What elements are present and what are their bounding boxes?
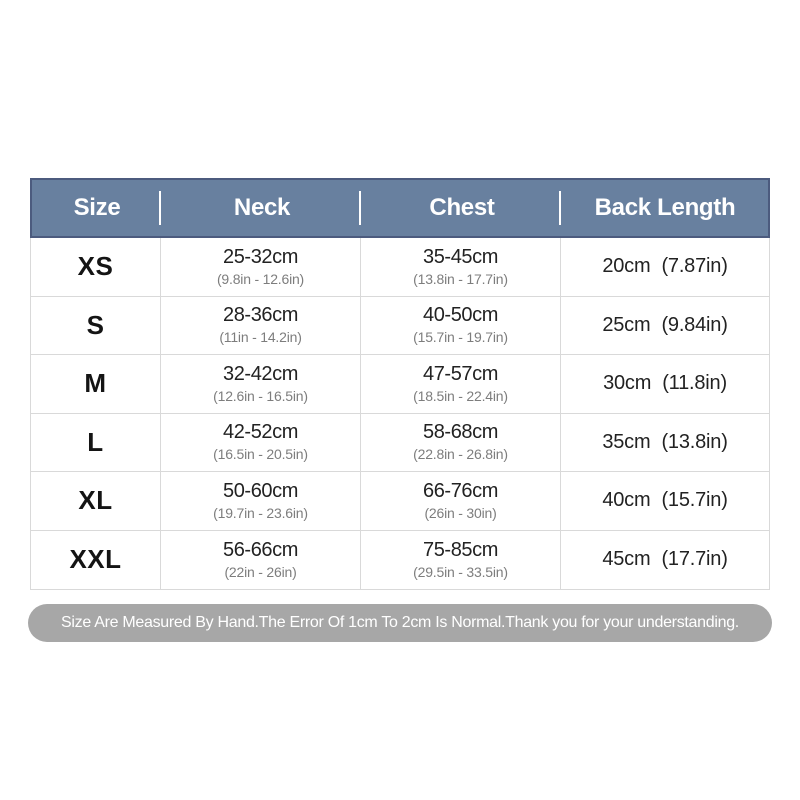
chest-cell: 75-85cm (29.5in - 33.5in) (361, 530, 561, 589)
neck-in-value: (12.6in - 16.5in) (213, 387, 308, 404)
size-cell: XL (31, 472, 161, 530)
chest-cm-value: 47-57cm (422, 362, 498, 385)
back-cm-value: 35cm (602, 430, 651, 453)
back-in-value: (15.7in) (661, 489, 728, 512)
back-length-cell: 45cm (17.7in) (561, 531, 769, 590)
table-body: XS 25-32cm (9.8in - 12.6in) 35-45cm (13.8in … (30, 238, 770, 590)
header-chest: Chest (429, 194, 495, 221)
chest-in-value: (26in - 30in) (424, 504, 497, 521)
table-row: L 42-52cm (16.5in - 20.5in) 58-68cm (22.8in … (31, 413, 769, 472)
size-value: XS (77, 251, 114, 282)
size-cell: XXL (31, 530, 161, 589)
size-value: M (84, 368, 107, 399)
neck-cm-value: 25-32cm (222, 245, 298, 268)
chest-cell: 47-57cm (18.5in - 22.4in) (361, 355, 561, 413)
table-row: S 28-36cm (11in - 14.2in) 40-50cm (15.7in - … (31, 296, 769, 355)
size-chart-table: Size Neck Chest Back Length XS 25-32cm (9.… (30, 178, 770, 590)
chest-cm-value: 35-45cm (422, 245, 498, 268)
size-cell: XS (31, 238, 161, 296)
neck-cm-value: 42-52cm (222, 421, 298, 444)
neck-cell: 56-66cm (22in - 26in) (161, 530, 361, 589)
chest-in-value: (15.7in - 19.7in) (413, 329, 508, 346)
chest-cell: 35-45cm (13.8in - 17.7in) (361, 238, 561, 296)
size-cell: L (31, 413, 161, 471)
neck-in-value: (16.5in - 20.5in) (213, 446, 308, 463)
back-cm-value: 30cm (603, 372, 652, 395)
back-in-value: (7.87in) (661, 255, 728, 278)
back-length-cell: 20cm (7.87in) (561, 238, 769, 296)
back-length-cell: 40cm (15.7in) (561, 472, 769, 530)
neck-cell: 42-52cm (16.5in - 20.5in) (161, 413, 361, 471)
neck-in-value: (22in - 26in) (224, 563, 297, 580)
size-value: XXL (69, 544, 122, 575)
chest-cell: 40-50cm (15.7in - 19.7in) (361, 296, 561, 354)
size-value: L (87, 426, 104, 457)
neck-cm-value: 50-60cm (222, 479, 298, 502)
neck-in-value: (11in - 14.2in) (219, 329, 302, 346)
back-cm-value: 40cm (602, 489, 651, 512)
size-value: XL (78, 485, 113, 516)
neck-cm-value: 28-36cm (222, 304, 298, 327)
back-length-cell: 30cm (11.8in) (561, 355, 769, 413)
chest-in-value: (29.5in - 33.5in) (413, 563, 508, 580)
chest-in-value: (22.8in - 26.8in) (413, 446, 508, 463)
size-cell: S (31, 296, 161, 354)
back-in-value: (13.8in) (661, 430, 728, 453)
chest-cm-value: 75-85cm (422, 538, 498, 561)
back-length-cell: 35cm (13.8in) (561, 414, 769, 472)
chest-in-value: (18.5in - 22.4in) (413, 387, 508, 404)
chest-cm-value: 58-68cm (422, 421, 498, 444)
back-in-value: (17.7in) (661, 548, 728, 571)
back-cm-value: 45cm (602, 548, 651, 571)
chest-in-value: (13.8in - 17.7in) (413, 270, 508, 287)
neck-cm-value: 56-66cm (222, 538, 298, 561)
back-cm-value: 25cm (602, 313, 651, 336)
size-cell: M (31, 355, 161, 413)
neck-in-value: (9.8in - 12.6in) (216, 270, 305, 287)
table-row: XL 50-60cm (19.7in - 23.6in) 66-76cm (26in -… (31, 472, 769, 531)
table-row: XXL 56-66cm (22in - 26in) 75-85cm (29.5in - … (31, 530, 769, 590)
back-length-cell: 25cm (9.84in) (561, 297, 769, 355)
header-back-length: Back Length (594, 194, 736, 221)
header-neck: Neck (233, 194, 291, 221)
neck-cell: 50-60cm (19.7in - 23.6in) (161, 472, 361, 530)
table-row: XS 25-32cm (9.8in - 12.6in) 35-45cm (13.8in … (31, 238, 769, 297)
header-divider (159, 191, 161, 225)
back-in-value: (9.84in) (661, 313, 728, 336)
back-cm-value: 20cm (602, 255, 651, 278)
neck-cm-value: 32-42cm (222, 362, 298, 385)
measurement-note: Size Are Measured By Hand.The Error Of 1… (28, 604, 772, 642)
neck-cell: 28-36cm (11in - 14.2in) (161, 296, 361, 354)
size-value: S (86, 309, 105, 340)
neck-cell: 25-32cm (9.8in - 12.6in) (161, 238, 361, 296)
header-divider (359, 191, 361, 225)
neck-in-value: (19.7in - 23.6in) (213, 504, 308, 521)
chest-cm-value: 66-76cm (422, 479, 498, 502)
header-divider (559, 191, 561, 225)
neck-cell: 32-42cm (12.6in - 16.5in) (161, 355, 361, 413)
header-size: Size (73, 194, 121, 221)
chest-cell: 58-68cm (22.8in - 26.8in) (361, 413, 561, 471)
chest-cm-value: 40-50cm (422, 304, 498, 327)
chest-cell: 66-76cm (26in - 30in) (361, 472, 561, 530)
table-header-row: Size Neck Chest Back Length (30, 178, 770, 238)
table-row: M 32-42cm (12.6in - 16.5in) 47-57cm (18.5in … (31, 355, 769, 414)
back-in-value: (11.8in) (662, 372, 727, 395)
